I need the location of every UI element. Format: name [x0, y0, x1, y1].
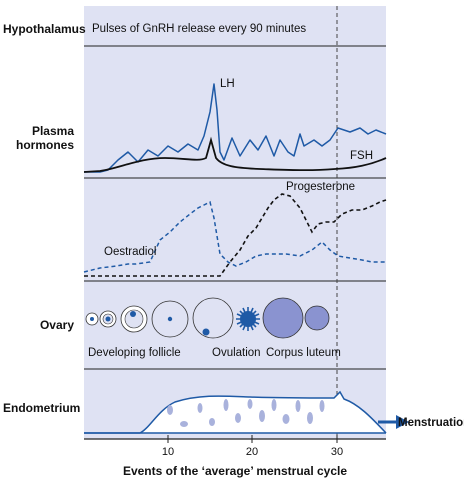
label-endometrium: Endometrium	[3, 401, 81, 415]
label-plasma-line2: hormones	[15, 138, 74, 152]
corpus-luteum-large	[262, 297, 304, 339]
follicle-5-oocyte	[202, 328, 210, 336]
lh-curve	[84, 83, 387, 173]
oestradiol-label: Oestradiol	[104, 246, 157, 258]
follicle-3-oocyte	[130, 311, 136, 317]
x-tick-label-30: 30	[330, 446, 344, 458]
follicle-4-oocyte	[167, 316, 173, 322]
corpus-luteum-regressing	[304, 305, 330, 331]
oestradiol-curve	[83, 200, 386, 273]
label-ovary: Ovary	[39, 318, 74, 332]
cycle-background-panel	[84, 6, 386, 439]
ovary-follicles	[85, 297, 330, 339]
label-hypothalamus: Hypothalamus	[3, 22, 86, 36]
follicle-1-oocyte	[90, 317, 94, 321]
ovulation-label: Ovulation	[212, 347, 261, 359]
follicle-3-inner	[124, 309, 144, 329]
fsh-label: FSH	[350, 150, 373, 162]
follicle-5	[192, 297, 234, 339]
fsh-curve	[83, 136, 387, 173]
progesterone-curve	[84, 193, 387, 277]
lh-label: LH	[220, 78, 235, 90]
endometrial-glands	[167, 399, 325, 427]
corpus-luteum-label: Corpus luteum	[266, 347, 341, 359]
gnrh-pulses-note: Pulses of GnRH release every 90 minutes	[92, 23, 307, 35]
x-axis-title: Events of the ‘average’ menstrual cycle	[122, 464, 348, 478]
menstruation-arrow-head	[396, 415, 409, 429]
ovulation-burst	[236, 307, 260, 331]
menstruation-label: Menstruation	[398, 417, 464, 429]
developing-follicle-label: Developing follicle	[88, 347, 181, 359]
label-plasma-line1: Plasma	[31, 124, 74, 138]
progesterone-label: Progesterone	[286, 181, 356, 193]
follicle-2-oocyte	[105, 316, 111, 322]
x-tick-label-10: 10	[161, 446, 175, 458]
x-tick-label-20: 20	[245, 446, 259, 458]
